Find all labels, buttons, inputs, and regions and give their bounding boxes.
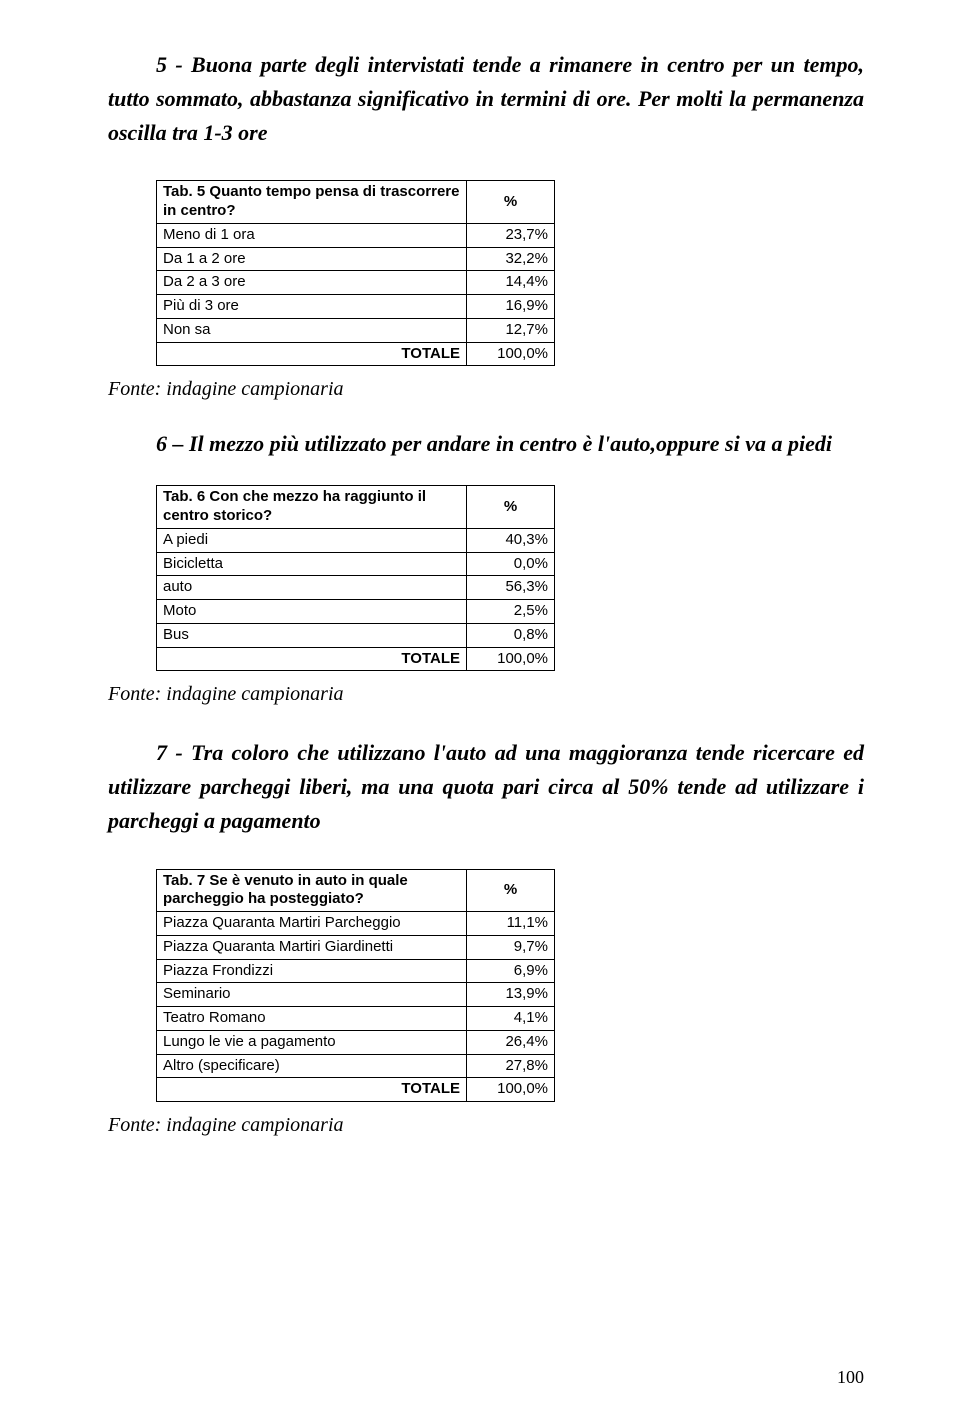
table-total-row: TOTALE 100,0%: [157, 342, 555, 366]
table-5-title: Tab. 5 Quanto tempo pensa di trascorrere…: [157, 181, 467, 224]
row-value: 16,9%: [467, 295, 555, 319]
row-label: Bicicletta: [157, 552, 467, 576]
row-label: auto: [157, 576, 467, 600]
page-number: 100: [837, 1367, 864, 1388]
row-value: 9,7%: [467, 935, 555, 959]
table-7-title: Tab. 7 Se è venuto in auto in quale parc…: [157, 869, 467, 912]
page: 5 - Buona parte degli intervistati tende…: [0, 0, 960, 1412]
row-label: Piazza Quaranta Martiri Giardinetti: [157, 935, 467, 959]
row-value: 6,9%: [467, 959, 555, 983]
table-row: Piazza Quaranta Martiri Parcheggio 11,1%: [157, 912, 555, 936]
row-label: Bus: [157, 623, 467, 647]
table-row: Bicicletta 0,0%: [157, 552, 555, 576]
row-value: 27,8%: [467, 1054, 555, 1078]
table-row: Moto 2,5%: [157, 600, 555, 624]
source-5: Fonte: indagine campionaria: [108, 378, 864, 401]
row-label: Non sa: [157, 318, 467, 342]
source-6: Fonte: indagine campionaria: [108, 683, 864, 706]
table-6-pct-header: %: [467, 486, 555, 529]
row-label: Moto: [157, 600, 467, 624]
row-label: Seminario: [157, 983, 467, 1007]
table-5-wrap: Tab. 5 Quanto tempo pensa di trascorrere…: [156, 180, 864, 366]
table-total-row: TOTALE 100,0%: [157, 1078, 555, 1102]
table-row: Piazza Quaranta Martiri Giardinetti 9,7%: [157, 935, 555, 959]
table-total-row: TOTALE 100,0%: [157, 647, 555, 671]
row-value: 13,9%: [467, 983, 555, 1007]
source-7: Fonte: indagine campionaria: [108, 1114, 864, 1137]
row-label: Meno di 1 ora: [157, 223, 467, 247]
table-5-pct-header: %: [467, 181, 555, 224]
table-row: Da 2 a 3 ore 14,4%: [157, 271, 555, 295]
row-label: Piazza Quaranta Martiri Parcheggio: [157, 912, 467, 936]
table-5: Tab. 5 Quanto tempo pensa di trascorrere…: [156, 180, 555, 366]
table-7-wrap: Tab. 7 Se è venuto in auto in quale parc…: [156, 869, 864, 1103]
table-row: Meno di 1 ora 23,7%: [157, 223, 555, 247]
row-value: 23,7%: [467, 223, 555, 247]
heading-6: 6 – Il mezzo più utilizzato per andare i…: [108, 431, 864, 457]
row-value: 4,1%: [467, 1007, 555, 1031]
row-value: 0,8%: [467, 623, 555, 647]
paragraph-5: 5 - Buona parte degli intervistati tende…: [108, 48, 864, 150]
table-row: auto 56,3%: [157, 576, 555, 600]
table-6-title: Tab. 6 Con che mezzo ha raggiunto il cen…: [157, 486, 467, 529]
row-value: 32,2%: [467, 247, 555, 271]
paragraph-7: 7 - Tra coloro che utilizzano l'auto ad …: [108, 736, 864, 838]
table-row: Teatro Romano 4,1%: [157, 1007, 555, 1031]
total-label: TOTALE: [157, 647, 467, 671]
row-label: Più di 3 ore: [157, 295, 467, 319]
row-value: 56,3%: [467, 576, 555, 600]
table-6: Tab. 6 Con che mezzo ha raggiunto il cen…: [156, 485, 555, 671]
table-7-pct-header: %: [467, 869, 555, 912]
row-value: 11,1%: [467, 912, 555, 936]
row-value: 12,7%: [467, 318, 555, 342]
row-label: Da 1 a 2 ore: [157, 247, 467, 271]
row-value: 40,3%: [467, 528, 555, 552]
table-row: A piedi 40,3%: [157, 528, 555, 552]
table-row: Bus 0,8%: [157, 623, 555, 647]
row-value: 14,4%: [467, 271, 555, 295]
row-label: Teatro Romano: [157, 1007, 467, 1031]
row-label: Piazza Frondizzi: [157, 959, 467, 983]
total-label: TOTALE: [157, 342, 467, 366]
table-7: Tab. 7 Se è venuto in auto in quale parc…: [156, 869, 555, 1103]
row-value: 2,5%: [467, 600, 555, 624]
total-label: TOTALE: [157, 1078, 467, 1102]
table-row: Più di 3 ore 16,9%: [157, 295, 555, 319]
row-label: Lungo le vie a pagamento: [157, 1030, 467, 1054]
table-row: Piazza Frondizzi 6,9%: [157, 959, 555, 983]
row-label: Da 2 a 3 ore: [157, 271, 467, 295]
total-value: 100,0%: [467, 342, 555, 366]
row-value: 26,4%: [467, 1030, 555, 1054]
table-row: Altro (specificare) 27,8%: [157, 1054, 555, 1078]
table-row: Seminario 13,9%: [157, 983, 555, 1007]
table-6-wrap: Tab. 6 Con che mezzo ha raggiunto il cen…: [156, 485, 864, 671]
table-row: Da 1 a 2 ore 32,2%: [157, 247, 555, 271]
row-label: Altro (specificare): [157, 1054, 467, 1078]
table-row: Lungo le vie a pagamento 26,4%: [157, 1030, 555, 1054]
table-row: Non sa 12,7%: [157, 318, 555, 342]
total-value: 100,0%: [467, 647, 555, 671]
total-value: 100,0%: [467, 1078, 555, 1102]
row-label: A piedi: [157, 528, 467, 552]
row-value: 0,0%: [467, 552, 555, 576]
